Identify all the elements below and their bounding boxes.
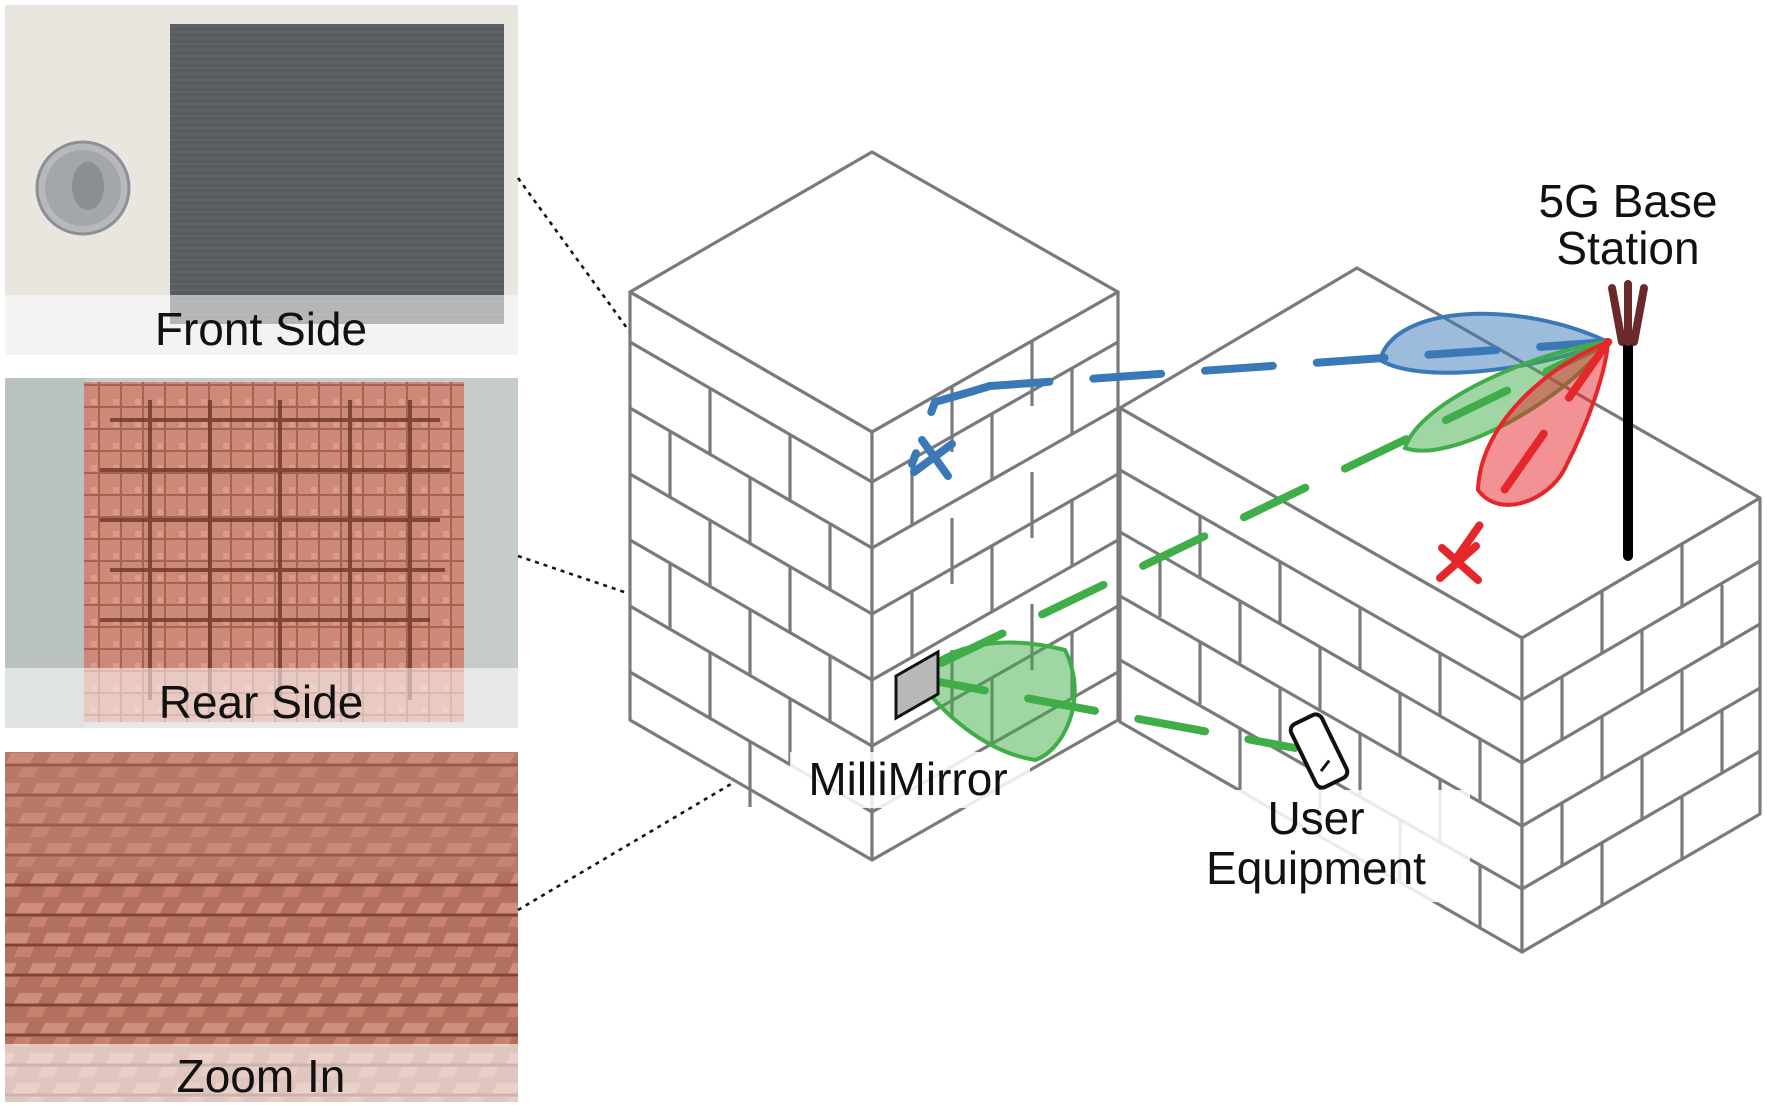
rear-side-photo: Rear Side bbox=[5, 378, 518, 728]
red-beam bbox=[1436, 338, 1612, 584]
coin-icon bbox=[35, 140, 131, 236]
base-station-label-line1: 5G Base bbox=[1539, 175, 1718, 227]
rear-side-caption: Rear Side bbox=[159, 676, 364, 728]
panel-front-surface bbox=[170, 24, 504, 324]
millimirror-label: MilliMirror bbox=[808, 753, 1007, 805]
user-equipment-label-line1: User bbox=[1267, 792, 1364, 844]
base-station-label-line2: Station bbox=[1556, 222, 1699, 274]
front-side-photo: Front Side bbox=[5, 5, 518, 355]
panel-rear-surface bbox=[84, 382, 464, 722]
millimirror-panel bbox=[894, 649, 940, 721]
x-mark-icon bbox=[1436, 542, 1482, 584]
zoom-in-caption: Zoom In bbox=[177, 1050, 346, 1102]
front-side-caption: Front Side bbox=[155, 303, 367, 355]
zoom-in-photo: Zoom In bbox=[5, 752, 518, 1102]
x-mark-icon bbox=[910, 436, 956, 480]
antenna-icon bbox=[1608, 280, 1648, 561]
green-beam bbox=[906, 338, 1613, 763]
user-equipment-label-line2: Equipment bbox=[1206, 842, 1426, 894]
phone-icon bbox=[1288, 712, 1350, 790]
